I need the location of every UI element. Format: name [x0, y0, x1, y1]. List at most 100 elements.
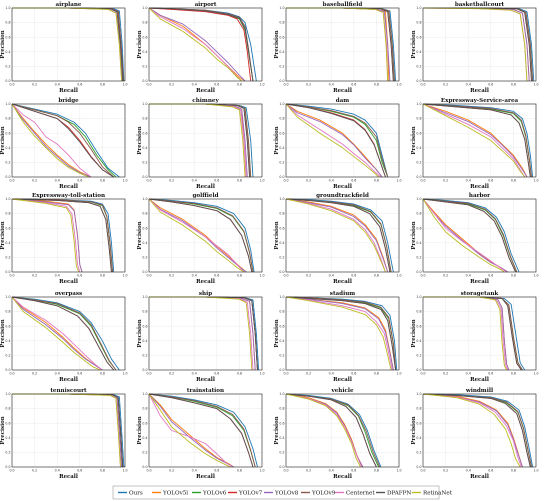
y-tick-label: 0.0: [142, 270, 147, 274]
series-line-retinanet: [285, 198, 386, 273]
series-line-yolov8: [148, 7, 246, 82]
y-tick-label: 1.0: [279, 197, 284, 201]
series-line-yolov9: [423, 7, 534, 82]
plot-frame: [148, 198, 263, 273]
legend-label: YOLOv7: [238, 491, 263, 497]
chart-title: ship: [199, 291, 212, 297]
y-tick-label: 1.0: [279, 295, 284, 299]
series-line-retinanet: [422, 198, 505, 273]
y-tick-label: 0.4: [142, 339, 147, 343]
y-tick-label: 0.8: [5, 212, 10, 216]
y-tick-label: 0.6: [416, 421, 421, 425]
series-line-dpafpn: [422, 393, 531, 468]
series-line-yolov5l: [11, 198, 83, 273]
x-tick-label: 0.6: [488, 372, 493, 376]
series-line-retinanet: [422, 393, 521, 468]
y-tick-label: 0.0: [416, 79, 421, 83]
series-line-centernet: [285, 393, 363, 468]
series-line-ours: [285, 103, 389, 178]
pr-chart-baseballfield: baseballfield 0.0 0.2 0.4 0.6 0.8 1.0 0.0 0.2 0.4…: [274, 2, 402, 94]
x-tick-label: 1.0: [122, 274, 127, 278]
x-tick-label: 0.0: [146, 372, 151, 376]
series-line-ours: [422, 393, 534, 468]
x-tick-label: 0.4: [329, 83, 334, 87]
y-tick-label: 0.0: [279, 175, 284, 179]
x-axis-label: Recall: [59, 377, 78, 383]
y-tick-label: 0.4: [279, 50, 284, 54]
y-tick-label: 0.4: [416, 339, 421, 343]
x-tick-label: 1.0: [533, 274, 538, 278]
y-tick-label: 0.8: [416, 407, 421, 411]
x-tick-label: 0.4: [466, 179, 471, 183]
x-tick-label: 1.0: [533, 372, 538, 376]
x-tick-label: 0.0: [420, 274, 425, 278]
x-tick-label: 0.8: [511, 469, 516, 473]
pr-chart-vehicle: vehicle 0.0 0.2 0.4 0.6 0.8 1.0 0.0 0.2 0.4 0.6 0.8…: [274, 388, 402, 480]
y-tick-label: 0.6: [5, 324, 10, 328]
x-tick-label: 0.4: [329, 372, 334, 376]
legend-label: Centernet: [346, 491, 375, 497]
y-tick-label: 0.6: [142, 35, 147, 39]
series-line-yolov6: [285, 393, 380, 468]
y-tick-label: 0.4: [416, 436, 421, 440]
y-axis-label: Precision: [137, 30, 143, 58]
series-line-ours: [422, 103, 534, 178]
series-line-ours: [12, 7, 125, 82]
y-tick-label: 0.0: [142, 465, 147, 469]
y-axis-label: Precision: [411, 319, 417, 347]
y-tick-label: 1.0: [5, 197, 10, 201]
y-tick-label: 1.0: [279, 392, 284, 396]
series-line-yolov7: [285, 296, 397, 371]
x-tick-label: 0.2: [169, 83, 174, 87]
series-line-dpafpn: [148, 198, 253, 273]
legend-item-dpafpn: DPAFPN: [376, 491, 411, 497]
series-line-yolov8: [286, 7, 391, 82]
legend-item-centernet: Centernet: [335, 491, 375, 497]
x-tick-label: 0.0: [283, 83, 288, 87]
x-tick-label: 1.0: [533, 179, 538, 183]
pr-chart-stadium: stadium 0.0 0.2 0.4 0.6 0.8 1.0 0.0 0.2 0.4 0.6 0.8…: [274, 291, 402, 383]
series-line-centernet: [149, 296, 254, 371]
y-axis-label: Precision: [137, 126, 143, 154]
y-tick-label: 0.2: [416, 354, 421, 358]
x-tick-label: 0.0: [283, 274, 288, 278]
series-line-yolov8: [285, 296, 394, 371]
series-line-yolov9: [11, 103, 115, 178]
x-tick-label: 0.2: [306, 469, 311, 473]
series-line-yolov8: [423, 296, 510, 371]
x-tick-label: 0.8: [374, 83, 379, 87]
x-tick-label: 1.0: [122, 372, 127, 376]
x-tick-label: 0.4: [55, 372, 60, 376]
pr-chart-harbor: harbor 0.0 0.2 0.4 0.6 0.8 1.0 0.0 0.2 0.4 0.6 0.8 1…: [411, 193, 539, 285]
y-tick-label: 0.2: [279, 451, 284, 455]
series-line-ours: [285, 393, 382, 468]
y-tick-label: 0.6: [416, 35, 421, 39]
series-line-centernet: [422, 7, 528, 82]
y-tick-label: 0.8: [142, 407, 147, 411]
y-tick-label: 0.8: [279, 212, 284, 216]
y-axis-label: Precision: [274, 416, 280, 444]
y-tick-label: 0.0: [279, 465, 284, 469]
x-tick-label: 0.8: [100, 274, 105, 278]
series-line-centernet: [11, 296, 103, 371]
y-tick-label: 0.4: [5, 241, 10, 245]
x-tick-label: 1.0: [122, 179, 127, 183]
y-tick-label: 0.8: [142, 310, 147, 314]
y-axis-label: Precision: [137, 221, 143, 249]
series-line-yolov6: [423, 7, 534, 82]
x-tick-label: 0.2: [306, 372, 311, 376]
legend-box: [112, 485, 440, 500]
y-tick-label: 0.0: [5, 368, 10, 372]
series-line-yolov5l: [422, 198, 508, 273]
x-tick-label: 0.2: [32, 83, 37, 87]
x-tick-label: 0.4: [466, 83, 471, 87]
series-line-dpafpn: [285, 296, 397, 371]
series-line-centernet: [149, 103, 247, 178]
series-line-yolov8: [12, 7, 123, 82]
y-axis-label: Precision: [274, 30, 280, 58]
x-tick-label: 0.0: [420, 372, 425, 376]
x-axis-label: Recall: [470, 279, 489, 285]
y-axis-label: Precision: [0, 319, 6, 347]
x-tick-label: 0.6: [214, 274, 219, 278]
y-tick-label: 0.4: [5, 50, 10, 54]
